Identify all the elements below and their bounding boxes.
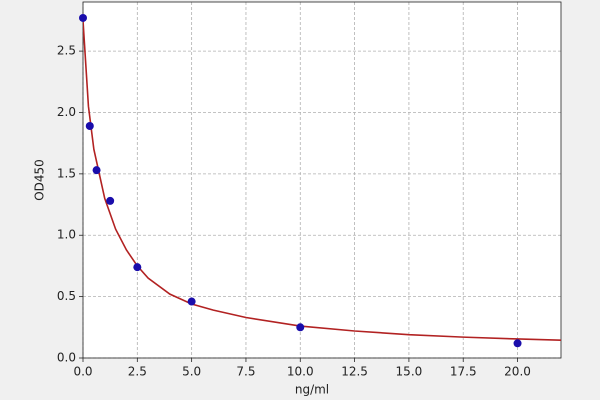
x-tick-label: 20.0 [504,365,531,379]
x-tick-label: 12.5 [341,365,368,379]
x-tick-label: 7.5 [236,365,255,379]
data-point [106,196,115,205]
y-tick-label: 0.0 [57,351,76,365]
x-axis-label: ng/ml [295,383,329,397]
data-point [79,13,87,22]
y-tick-label: 2.0 [57,105,76,119]
y-axis-label: OD450 [33,159,47,201]
y-tick-label: 1.0 [57,228,76,242]
y-tick-label: 2.5 [57,44,76,58]
data-point [296,323,305,332]
data-point [92,166,101,175]
data-point [133,263,142,272]
x-tick-label: 5.0 [182,365,201,379]
x-tick-label: 0.0 [73,365,92,379]
plot-frame [82,1,562,359]
x-tick-label: 2.5 [128,365,147,379]
x-tick-label: 15.0 [396,365,423,379]
data-point [513,339,522,348]
fit-curve [83,20,561,341]
y-tick-label: 1.5 [57,166,76,180]
x-tick-label: 17.5 [450,365,477,379]
data-point [85,121,94,130]
plot-area [83,2,561,358]
data-point [187,297,196,306]
x-tick-label: 10.0 [287,365,314,379]
y-tick-label: 0.5 [57,289,76,303]
